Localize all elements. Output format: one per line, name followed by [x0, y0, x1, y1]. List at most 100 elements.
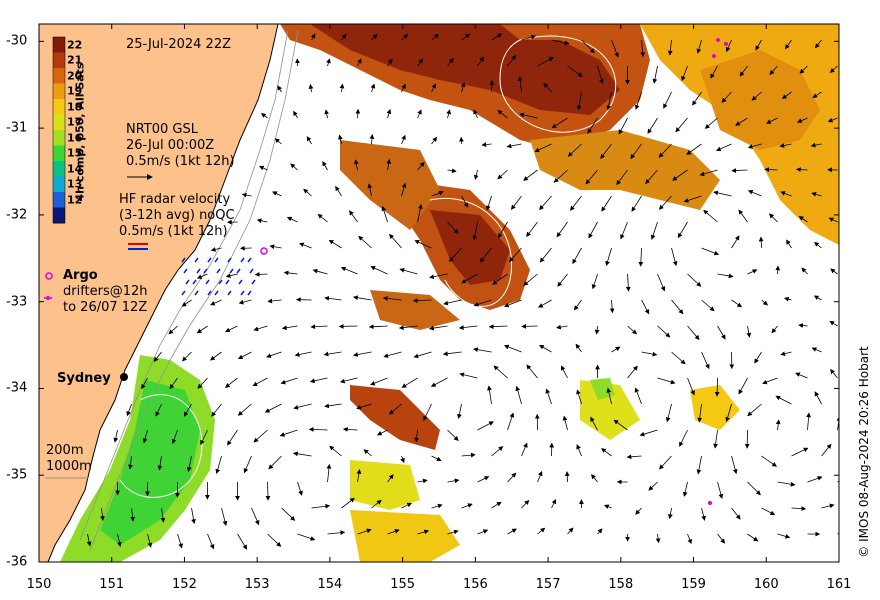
hf-radar-arrow	[238, 279, 243, 285]
current-arrow	[200, 429, 208, 446]
current-arrow	[627, 325, 638, 335]
current-arrow	[658, 195, 672, 210]
current-arrow	[682, 481, 688, 497]
hf-radar-arrow	[218, 279, 223, 285]
current-arrow	[679, 429, 688, 447]
current-arrow	[317, 213, 328, 223]
current-arrow	[764, 167, 778, 172]
current-arrow	[370, 266, 388, 275]
current-arrow	[399, 268, 418, 275]
current-arrow	[181, 351, 192, 362]
current-arrow	[243, 455, 252, 474]
current-arrow	[503, 344, 522, 353]
current-arrow	[281, 325, 298, 331]
current-arrow	[620, 221, 628, 240]
current-arrow	[400, 455, 405, 464]
current-arrow	[481, 142, 492, 147]
current-arrow	[827, 117, 838, 123]
current-arrow	[279, 429, 298, 437]
current-arrow	[387, 474, 394, 483]
current-arrow	[786, 239, 792, 249]
current-arrow	[286, 216, 298, 223]
current-arrow	[545, 388, 552, 405]
current-arrow	[613, 419, 628, 431]
current-arrow	[352, 295, 372, 301]
current-arrow	[846, 40, 852, 47]
current-arrow	[641, 299, 650, 315]
hf-radar-arrow	[214, 257, 219, 263]
current-arrow	[237, 533, 248, 550]
current-arrow	[261, 112, 268, 119]
current-arrow	[272, 191, 282, 197]
current-arrow	[844, 92, 852, 97]
current-arrow	[562, 415, 568, 431]
current-arrow	[576, 444, 582, 457]
current-arrow	[713, 190, 732, 197]
colorbar-tick-label: 16	[67, 131, 83, 145]
current-arrow	[258, 165, 268, 171]
current-arrow	[829, 320, 838, 327]
current-arrow	[191, 507, 196, 525]
current-arrow	[775, 395, 792, 405]
current-arrow	[507, 528, 517, 535]
current-arrow	[747, 481, 761, 496]
current-arrow	[265, 481, 271, 501]
drifter-legend-marker	[44, 296, 52, 300]
current-arrow	[539, 344, 552, 353]
current-arrow	[762, 377, 778, 385]
current-arrow	[155, 403, 162, 417]
current-arrow	[339, 377, 358, 384]
current-arrow	[308, 83, 314, 93]
current-arrow	[572, 247, 582, 265]
current-arrow	[342, 426, 358, 432]
current-arrow	[486, 195, 492, 211]
current-arrow	[521, 499, 530, 509]
current-arrow	[605, 247, 612, 267]
current-arrow	[634, 91, 642, 110]
current-arrow	[473, 299, 492, 307]
current-arrow	[812, 91, 822, 98]
current-arrow	[747, 269, 758, 275]
hf-radar-arrow	[196, 268, 201, 274]
current-arrow	[640, 39, 646, 58]
current-arrow	[696, 455, 702, 475]
current-arrow	[796, 117, 808, 123]
colorbar-swatch	[53, 176, 65, 193]
current-arrow	[556, 221, 568, 238]
current-arrow	[777, 481, 796, 487]
colorbar-tick-label: 19	[67, 84, 83, 98]
current-arrow	[477, 476, 490, 483]
current-arrow	[543, 82, 552, 93]
current-arrow	[503, 299, 522, 308]
current-arrow	[821, 443, 832, 457]
current-arrow	[626, 454, 642, 460]
current-arrow	[386, 108, 392, 119]
depth-1000m-label: 1000m	[46, 459, 92, 474]
hf-radar-arrow	[207, 257, 212, 263]
current-arrow	[652, 65, 658, 84]
current-arrow	[210, 299, 222, 306]
current-arrow	[551, 117, 568, 129]
drifter-tracks	[708, 38, 728, 505]
hf-radar-arrow	[240, 290, 245, 296]
hf-radar-arrow	[214, 290, 219, 296]
current-arrow	[254, 272, 268, 277]
current-arrow	[401, 377, 418, 388]
land-australia	[39, 24, 279, 562]
ssh-contours	[119, 35, 617, 498]
colorbar-tick-label: 18	[67, 100, 83, 114]
current-arrow	[573, 299, 582, 311]
current-arrow	[225, 377, 238, 388]
sst-patch-east2	[530, 130, 720, 210]
current-arrow	[590, 416, 598, 431]
current-arrow	[447, 429, 459, 442]
current-arrow	[567, 143, 582, 157]
current-arrow	[671, 299, 684, 315]
y-tick-label: -30	[6, 33, 28, 49]
current-arrow	[639, 429, 658, 437]
current-arrow	[266, 351, 282, 358]
current-arrow	[477, 529, 489, 535]
current-arrow	[371, 33, 378, 41]
current-arrow	[461, 503, 473, 509]
current-arrow	[413, 351, 432, 359]
